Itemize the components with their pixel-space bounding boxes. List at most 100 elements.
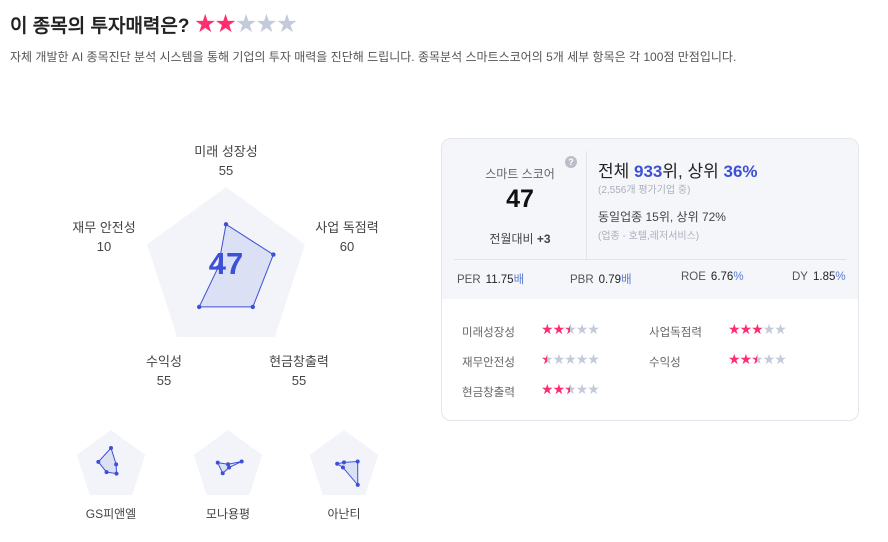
radar-area [198,223,274,308]
radar-point [223,222,229,227]
monthly-change-value: +3 [536,232,551,246]
star-icon: ★ [541,351,554,367]
peer-link[interactable]: 아난티 [327,507,361,521]
peer-radar-point [355,459,360,464]
question-circle-icon[interactable]: ? [565,156,577,168]
metric-unit: 배 [513,274,525,286]
star-icon: ★ [751,321,764,337]
axis-value: 10 [96,239,112,254]
radar-point [196,304,202,310]
axis-label-cash-generation: 현금창출력 55 [249,352,349,390]
star-row-label: 재무안전성 [462,357,515,369]
star-icon: ★ [564,321,577,337]
metric-label: PBR [570,274,594,286]
star-icon: ★ [214,10,236,38]
peer-radar-point [114,462,119,467]
peer-radar-point [227,465,232,470]
metric-pbr: PBR 0.79배 [570,271,632,287]
star-icon: ★ [552,321,566,337]
star-icon: ★ [541,381,554,397]
metric-value: 6.76 [710,271,734,283]
metric-unit: % [733,271,744,283]
axis-name: 재무 안전성 [72,220,136,235]
peer-radar-background [76,430,146,496]
overall-rank-value: 933 [634,162,663,181]
axis-value: 55 [156,373,172,388]
metric-label: DY [792,271,808,283]
star-icon: ★ [575,321,589,337]
overall-mid: 위, 상위 [662,162,719,181]
peer-link[interactable]: GS피앤엘 [85,507,137,521]
peer-radar-point [109,446,113,450]
star-icon: ★ [564,381,577,397]
peer-radar-point [104,470,109,475]
metric-unit: 배 [621,274,632,286]
star-icon: ★ [552,381,566,397]
metric-dy: DY 1.85% [792,271,846,283]
peer-radar-point [239,459,244,464]
peer-radar-point [220,471,225,476]
peer-radar-point [335,461,340,466]
axis-value: 60 [339,239,355,254]
star-icon: ★ [728,321,741,337]
axis-label-profitability: 수익성 55 [114,352,214,390]
metric-label: PER [457,274,481,286]
peer-radar-point [215,460,220,465]
industry-note: (업종 - 호텔,레저서비스) [598,231,700,242]
metric-roe: ROE 6.76% [681,271,744,283]
metric-label: ROE [681,271,706,283]
rating-stars: ★★★★★ [194,9,298,39]
axis-name: 사업 독점력 [315,220,379,235]
radar-point [250,304,256,310]
star-row-stars: ★★★★★ [541,381,600,398]
metric-unit: % [835,271,846,283]
star-icon: ★ [587,351,600,367]
star-row-stars: ★★★★★ [728,351,787,368]
radar-point [271,252,276,257]
description: 자체 개발한 AI 종목진단 분석 시스템을 통해 기업의 투자 매력을 진단해… [10,50,737,64]
radar-background [147,187,305,338]
star-icon: ★ [575,351,589,367]
star-row-stars: ★★★★★ [541,321,600,338]
card-header [442,139,858,299]
axis-name: 수익성 [146,354,182,369]
radar-score: 47 [208,246,244,281]
star-icon: ★ [774,351,787,367]
star-icon: ★ [587,321,600,337]
star-icon: ★ [541,321,554,337]
page-title: 이 종목의 투자매력은? [10,16,190,37]
star-icon: ★ [552,351,566,367]
star-icon: ★ [587,381,600,397]
star-row-label: 사업독점력 [649,327,702,339]
star-icon: ★ [751,351,764,367]
axis-label-future-growth: 미래 성장성 55 [176,142,276,180]
star-icon: ★ [255,10,277,38]
smart-score-label: 스마트 스코어 [485,167,555,181]
axis-name: 현금창출력 [269,354,329,369]
industry-rank: 동일업종 15위, 상위 72% [598,210,726,224]
overall-prefix: 전체 [598,162,630,181]
star-row-label: 현금창출력 [462,387,515,399]
peer-radar-point [342,460,346,465]
star-icon: ★ [739,351,753,367]
peer-link[interactable]: 모나용평 [205,507,251,521]
star-icon: ★ [194,10,216,38]
monthly-change: 전월대비 +3 [442,230,598,247]
star-icon: ★ [762,351,776,367]
metric-value: 11.75 [485,274,514,286]
peer-radar-point [340,465,345,470]
peer-radar-point [355,482,360,487]
axis-name: 미래 성장성 [194,144,258,159]
overall-percent: 36% [723,162,758,181]
star-row-stars: ★★★★★ [541,351,600,368]
peer-radar-point [226,462,230,467]
overall-rank: 전체 933위, 상위 36% [598,157,758,182]
metric-value: 0.79 [598,274,622,286]
overall-note: (2,556개 평가기업 중) [598,185,691,196]
monthly-change-label: 전월대비 [489,232,534,246]
score-summary-card: 스마트 스코어 ? 47 전월대비 +3 전체 933위, 상위 36% (2,… [441,138,859,421]
star-icon: ★ [774,321,787,337]
peer-radar-point [96,459,101,464]
divider [454,259,846,260]
star-icon: ★ [762,321,776,337]
